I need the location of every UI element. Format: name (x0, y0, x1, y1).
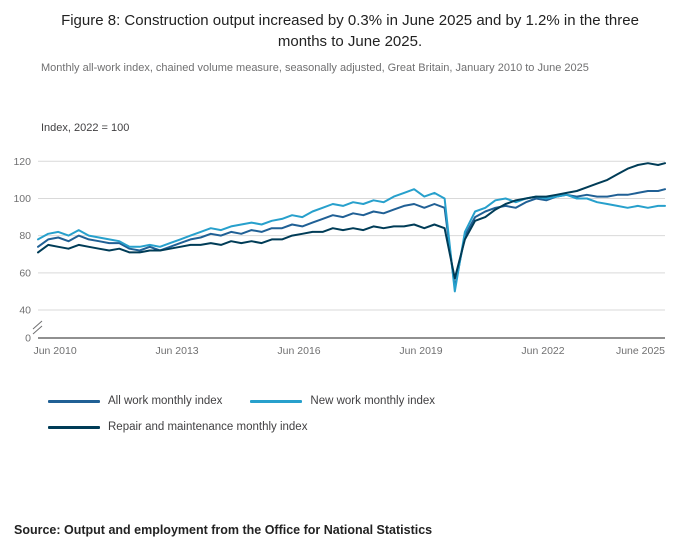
axis-break-mark (32, 320, 43, 330)
y-tick-label-80: 80 (19, 230, 31, 242)
page-title: Figure 8: Construction output increased … (61, 12, 639, 50)
y-axis-unit-label: Index, 2022 = 100 (41, 122, 130, 134)
chart-subtitle: Monthly all-work index, chained volume m… (41, 62, 589, 74)
source-note: Source: Output and employment from the O… (14, 523, 433, 537)
legend-swatch-0 (48, 399, 100, 403)
legend-label-1: New work monthly index (310, 395, 436, 407)
legend-label-0: All work monthly index (108, 395, 223, 407)
series-line-1 (37, 188, 666, 293)
y-tick-label-100: 100 (13, 193, 31, 205)
x-tick-label-3: Jun 2019 (399, 345, 442, 357)
axis-break-mark (32, 325, 43, 335)
y-tick-label-40: 40 (19, 305, 31, 317)
legend-item-1: New work monthly index (250, 392, 435, 410)
construction-output-line-chart: 0 40 60 80 100 120 Jun 2010 Jun 2013 Jun 2016 Jun… (13, 156, 666, 357)
legend-swatch-2 (48, 425, 100, 429)
x-tick-label-5: June 2025 (616, 345, 665, 357)
y-tick-label-120: 120 (13, 156, 31, 168)
x-tick-label-4: Jun 2022 (521, 345, 564, 357)
chart-legend: All work monthly index New work monthly i… (48, 392, 608, 436)
legend-item-0: All work monthly index (48, 392, 222, 410)
x-tick-label-1: Jun 2013 (155, 345, 198, 357)
x-tick-label-2: Jun 2016 (277, 345, 320, 357)
y-tick-label-0: 0 (25, 333, 31, 345)
legend-label-2: Repair and maintenance monthly index (108, 421, 308, 433)
series-line-2 (37, 162, 666, 280)
legend-item-2: Repair and maintenance monthly index (48, 418, 307, 436)
x-tick-label-0: Jun 2010 (33, 345, 76, 357)
y-tick-label-60: 60 (19, 267, 31, 279)
legend-swatch-1 (250, 399, 303, 403)
